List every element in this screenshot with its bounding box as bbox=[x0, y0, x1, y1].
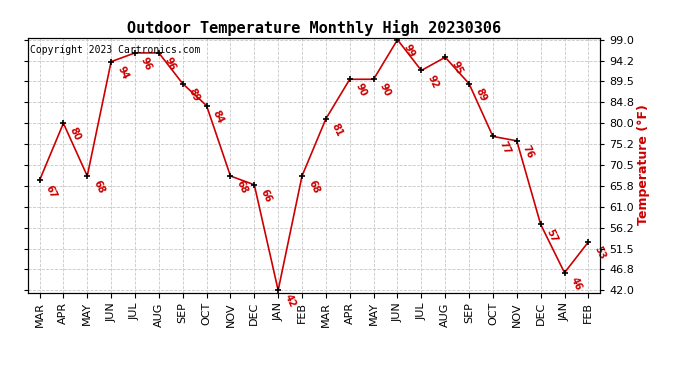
Title: Outdoor Temperature Monthly High 20230306: Outdoor Temperature Monthly High 2023030… bbox=[127, 20, 501, 36]
Text: 67: 67 bbox=[43, 183, 59, 200]
Text: 81: 81 bbox=[330, 122, 345, 138]
Text: 46: 46 bbox=[569, 276, 584, 292]
Text: 96: 96 bbox=[139, 56, 154, 72]
Text: 94: 94 bbox=[115, 64, 130, 81]
Text: 53: 53 bbox=[593, 245, 607, 261]
Text: 89: 89 bbox=[187, 87, 201, 103]
Text: 99: 99 bbox=[402, 42, 416, 59]
Text: 89: 89 bbox=[473, 87, 488, 103]
Text: Copyright 2023 Cartronics.com: Copyright 2023 Cartronics.com bbox=[30, 45, 201, 55]
Text: 96: 96 bbox=[163, 56, 178, 72]
Text: 77: 77 bbox=[497, 139, 512, 156]
Text: 76: 76 bbox=[521, 144, 535, 160]
Text: 57: 57 bbox=[545, 227, 560, 244]
Text: 92: 92 bbox=[426, 73, 440, 90]
Text: 95: 95 bbox=[449, 60, 464, 76]
Text: 90: 90 bbox=[354, 82, 368, 99]
Text: 42: 42 bbox=[282, 293, 297, 309]
Text: 90: 90 bbox=[377, 82, 393, 99]
Text: 68: 68 bbox=[91, 179, 106, 195]
Text: 66: 66 bbox=[259, 188, 273, 204]
Text: 68: 68 bbox=[235, 179, 249, 195]
Text: 68: 68 bbox=[306, 179, 321, 195]
Text: 80: 80 bbox=[68, 126, 82, 142]
Text: 84: 84 bbox=[210, 108, 226, 125]
Y-axis label: Temperature (°F): Temperature (°F) bbox=[637, 105, 650, 225]
